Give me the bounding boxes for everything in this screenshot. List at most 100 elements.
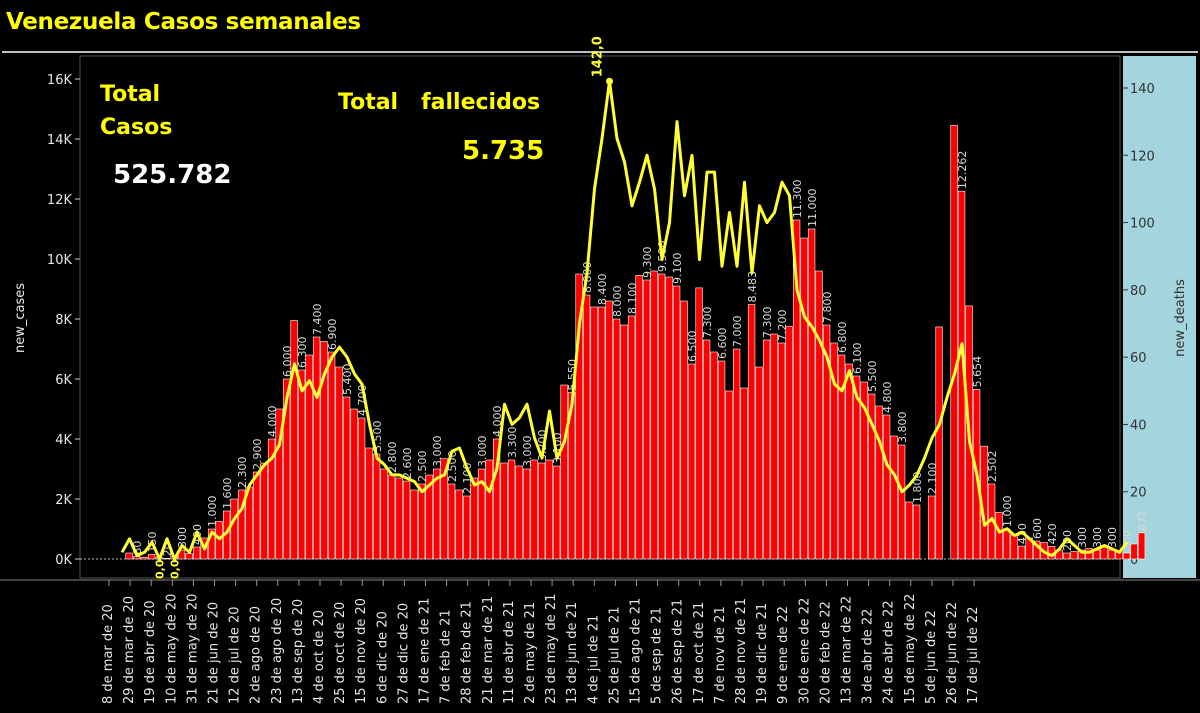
case-value-label: 8.400 <box>596 274 609 306</box>
case-value-label: 5.500 <box>866 361 879 393</box>
case-bar <box>627 315 636 560</box>
case-bar <box>402 480 411 560</box>
case-bar <box>927 495 936 560</box>
case-value-label: 7.000 <box>731 316 744 348</box>
case-bar <box>890 435 898 560</box>
y-left-tick-label: 8K <box>55 313 72 328</box>
case-bar <box>740 387 748 560</box>
x-tick-label: 26 de sep de 21 <box>671 599 686 704</box>
case-bar <box>665 276 673 560</box>
case-bar <box>537 462 546 560</box>
y-left-tick-label: 2K <box>55 493 72 508</box>
case-bar <box>252 471 261 560</box>
case-bar <box>1070 551 1078 560</box>
case-value-label: 2.100 <box>461 463 474 495</box>
case-bar <box>950 125 958 560</box>
case-bar <box>912 504 921 560</box>
case-bar <box>1137 532 1146 560</box>
case-value-label: 2.300 <box>236 457 249 489</box>
case-bar <box>882 414 891 560</box>
case-bar <box>462 495 471 560</box>
case-bar <box>125 552 133 560</box>
case-bar <box>1017 545 1026 560</box>
x-tick-label: 19 de abr de 20 <box>143 600 158 704</box>
case-bar <box>215 521 223 560</box>
case-bar <box>605 300 613 560</box>
chart-title: Venezuela Casos semanales <box>6 9 361 35</box>
x-tick-label: 4 de jul de 21 <box>586 615 601 704</box>
case-value-label: 5.400 <box>341 364 354 396</box>
case-value-label: 3.000 <box>476 436 489 468</box>
x-tick-label: 17 de ene de 21 <box>418 598 433 704</box>
case-bar <box>320 341 328 560</box>
y-right-tick-label: 60 <box>1130 351 1147 366</box>
case-bar <box>162 558 171 560</box>
case-bar <box>597 306 606 560</box>
case-bar <box>305 354 313 560</box>
case-value-label: 3.300 <box>506 427 519 459</box>
case-value-label: 8.100 <box>626 283 639 315</box>
case-value-label: 6.300 <box>296 337 309 369</box>
case-bar <box>905 501 913 560</box>
case-bar <box>410 489 418 560</box>
x-tick-label: 28 de feb de 21 <box>460 601 475 704</box>
x-tick-label: 21 de mar de 21 <box>481 596 496 704</box>
case-value-label: 1.600 <box>221 478 234 510</box>
case-bar <box>717 360 726 560</box>
x-tick-label: 30 de ene de 22 <box>797 598 812 704</box>
case-bar <box>147 554 156 560</box>
case-value-label: 6.000 <box>281 346 294 378</box>
case-bar <box>815 270 823 560</box>
y-right-tick-label: 20 <box>1130 486 1147 501</box>
case-bar <box>770 333 778 560</box>
case-bar <box>830 342 838 560</box>
x-tick-label: 25 de oct de 20 <box>333 602 348 704</box>
case-bar <box>747 304 756 560</box>
case-value-label: 2.100 <box>926 463 939 495</box>
case-bar <box>680 300 688 560</box>
case-bar <box>560 384 568 560</box>
case-bar <box>620 324 628 560</box>
x-tick-label: 13 de sep de 20 <box>291 599 306 704</box>
case-bar <box>897 444 906 560</box>
case-value-label: 7.800 <box>821 292 834 324</box>
x-tick-label: 15 de nov de 20 <box>354 598 369 704</box>
case-bar <box>267 438 276 560</box>
case-bar <box>492 438 501 560</box>
case-bar <box>695 287 703 560</box>
case-bar <box>275 408 283 560</box>
case-bar <box>1122 552 1131 560</box>
case-bar <box>875 405 883 560</box>
x-tick-label: 2 de may de 21 <box>523 602 538 704</box>
x-tick-label: 13 de mar de 22 <box>840 596 855 704</box>
x-tick-label: 13 de jun de 21 <box>565 602 580 704</box>
case-bar <box>327 351 336 560</box>
case-bar <box>530 459 538 560</box>
x-tick-label: 11 de abr de 21 <box>502 600 517 704</box>
case-bar <box>477 468 486 560</box>
total-casos-line2: Casos <box>100 115 173 140</box>
case-bar <box>365 447 373 560</box>
case-bar <box>725 390 733 560</box>
case-bar <box>417 483 426 560</box>
case-bar <box>237 489 246 560</box>
deaths-zero-label: 0,0 <box>169 559 182 579</box>
case-value-label: 3.000 <box>431 436 444 468</box>
case-value-label: 12.262 <box>956 151 969 190</box>
x-tick-label: 31 de may de 20 <box>185 594 200 704</box>
deaths-zero-label: 0,0 <box>154 559 167 579</box>
x-tick-label: 15 de may de 22 <box>903 594 918 704</box>
case-bar <box>822 324 831 560</box>
y-left-tick-label: 10K <box>47 253 73 268</box>
case-bar <box>807 228 816 560</box>
case-value-label: 7.300 <box>761 307 774 339</box>
case-bar <box>687 363 696 560</box>
case-bar <box>140 556 148 560</box>
case-value-label: 2.900 <box>251 439 264 471</box>
case-bar <box>552 465 561 560</box>
case-bar <box>642 279 651 560</box>
case-bar <box>350 408 358 560</box>
case-bar <box>755 366 763 560</box>
case-value-label: 5.654 <box>971 356 984 388</box>
case-bar <box>762 339 771 560</box>
